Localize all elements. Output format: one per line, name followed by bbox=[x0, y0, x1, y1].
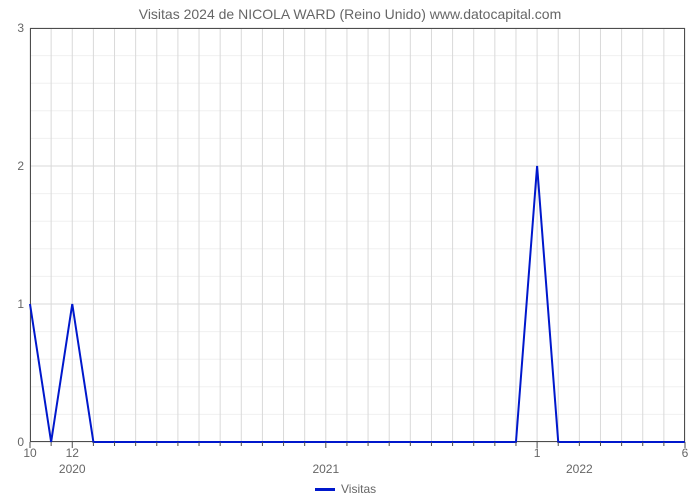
legend: Visitas bbox=[315, 482, 376, 496]
plot-area bbox=[30, 28, 685, 442]
plot-svg bbox=[30, 28, 685, 450]
x-year-label: 2021 bbox=[306, 462, 346, 476]
chart-container: Visitas 2024 de NICOLA WARD (Reino Unido… bbox=[0, 0, 700, 500]
legend-label: Visitas bbox=[341, 482, 376, 496]
x-tick-label: 6 bbox=[675, 446, 695, 460]
x-tick-label: 1 bbox=[527, 446, 547, 460]
y-tick-label: 2 bbox=[17, 159, 24, 173]
x-tick-label: 12 bbox=[62, 446, 82, 460]
x-year-label: 2022 bbox=[559, 462, 599, 476]
x-year-label: 2020 bbox=[52, 462, 92, 476]
chart-title: Visitas 2024 de NICOLA WARD (Reino Unido… bbox=[0, 6, 700, 22]
x-tick-label: 10 bbox=[20, 446, 40, 460]
legend-swatch bbox=[315, 488, 335, 491]
y-tick-label: 1 bbox=[17, 297, 24, 311]
y-tick-label: 3 bbox=[17, 21, 24, 35]
